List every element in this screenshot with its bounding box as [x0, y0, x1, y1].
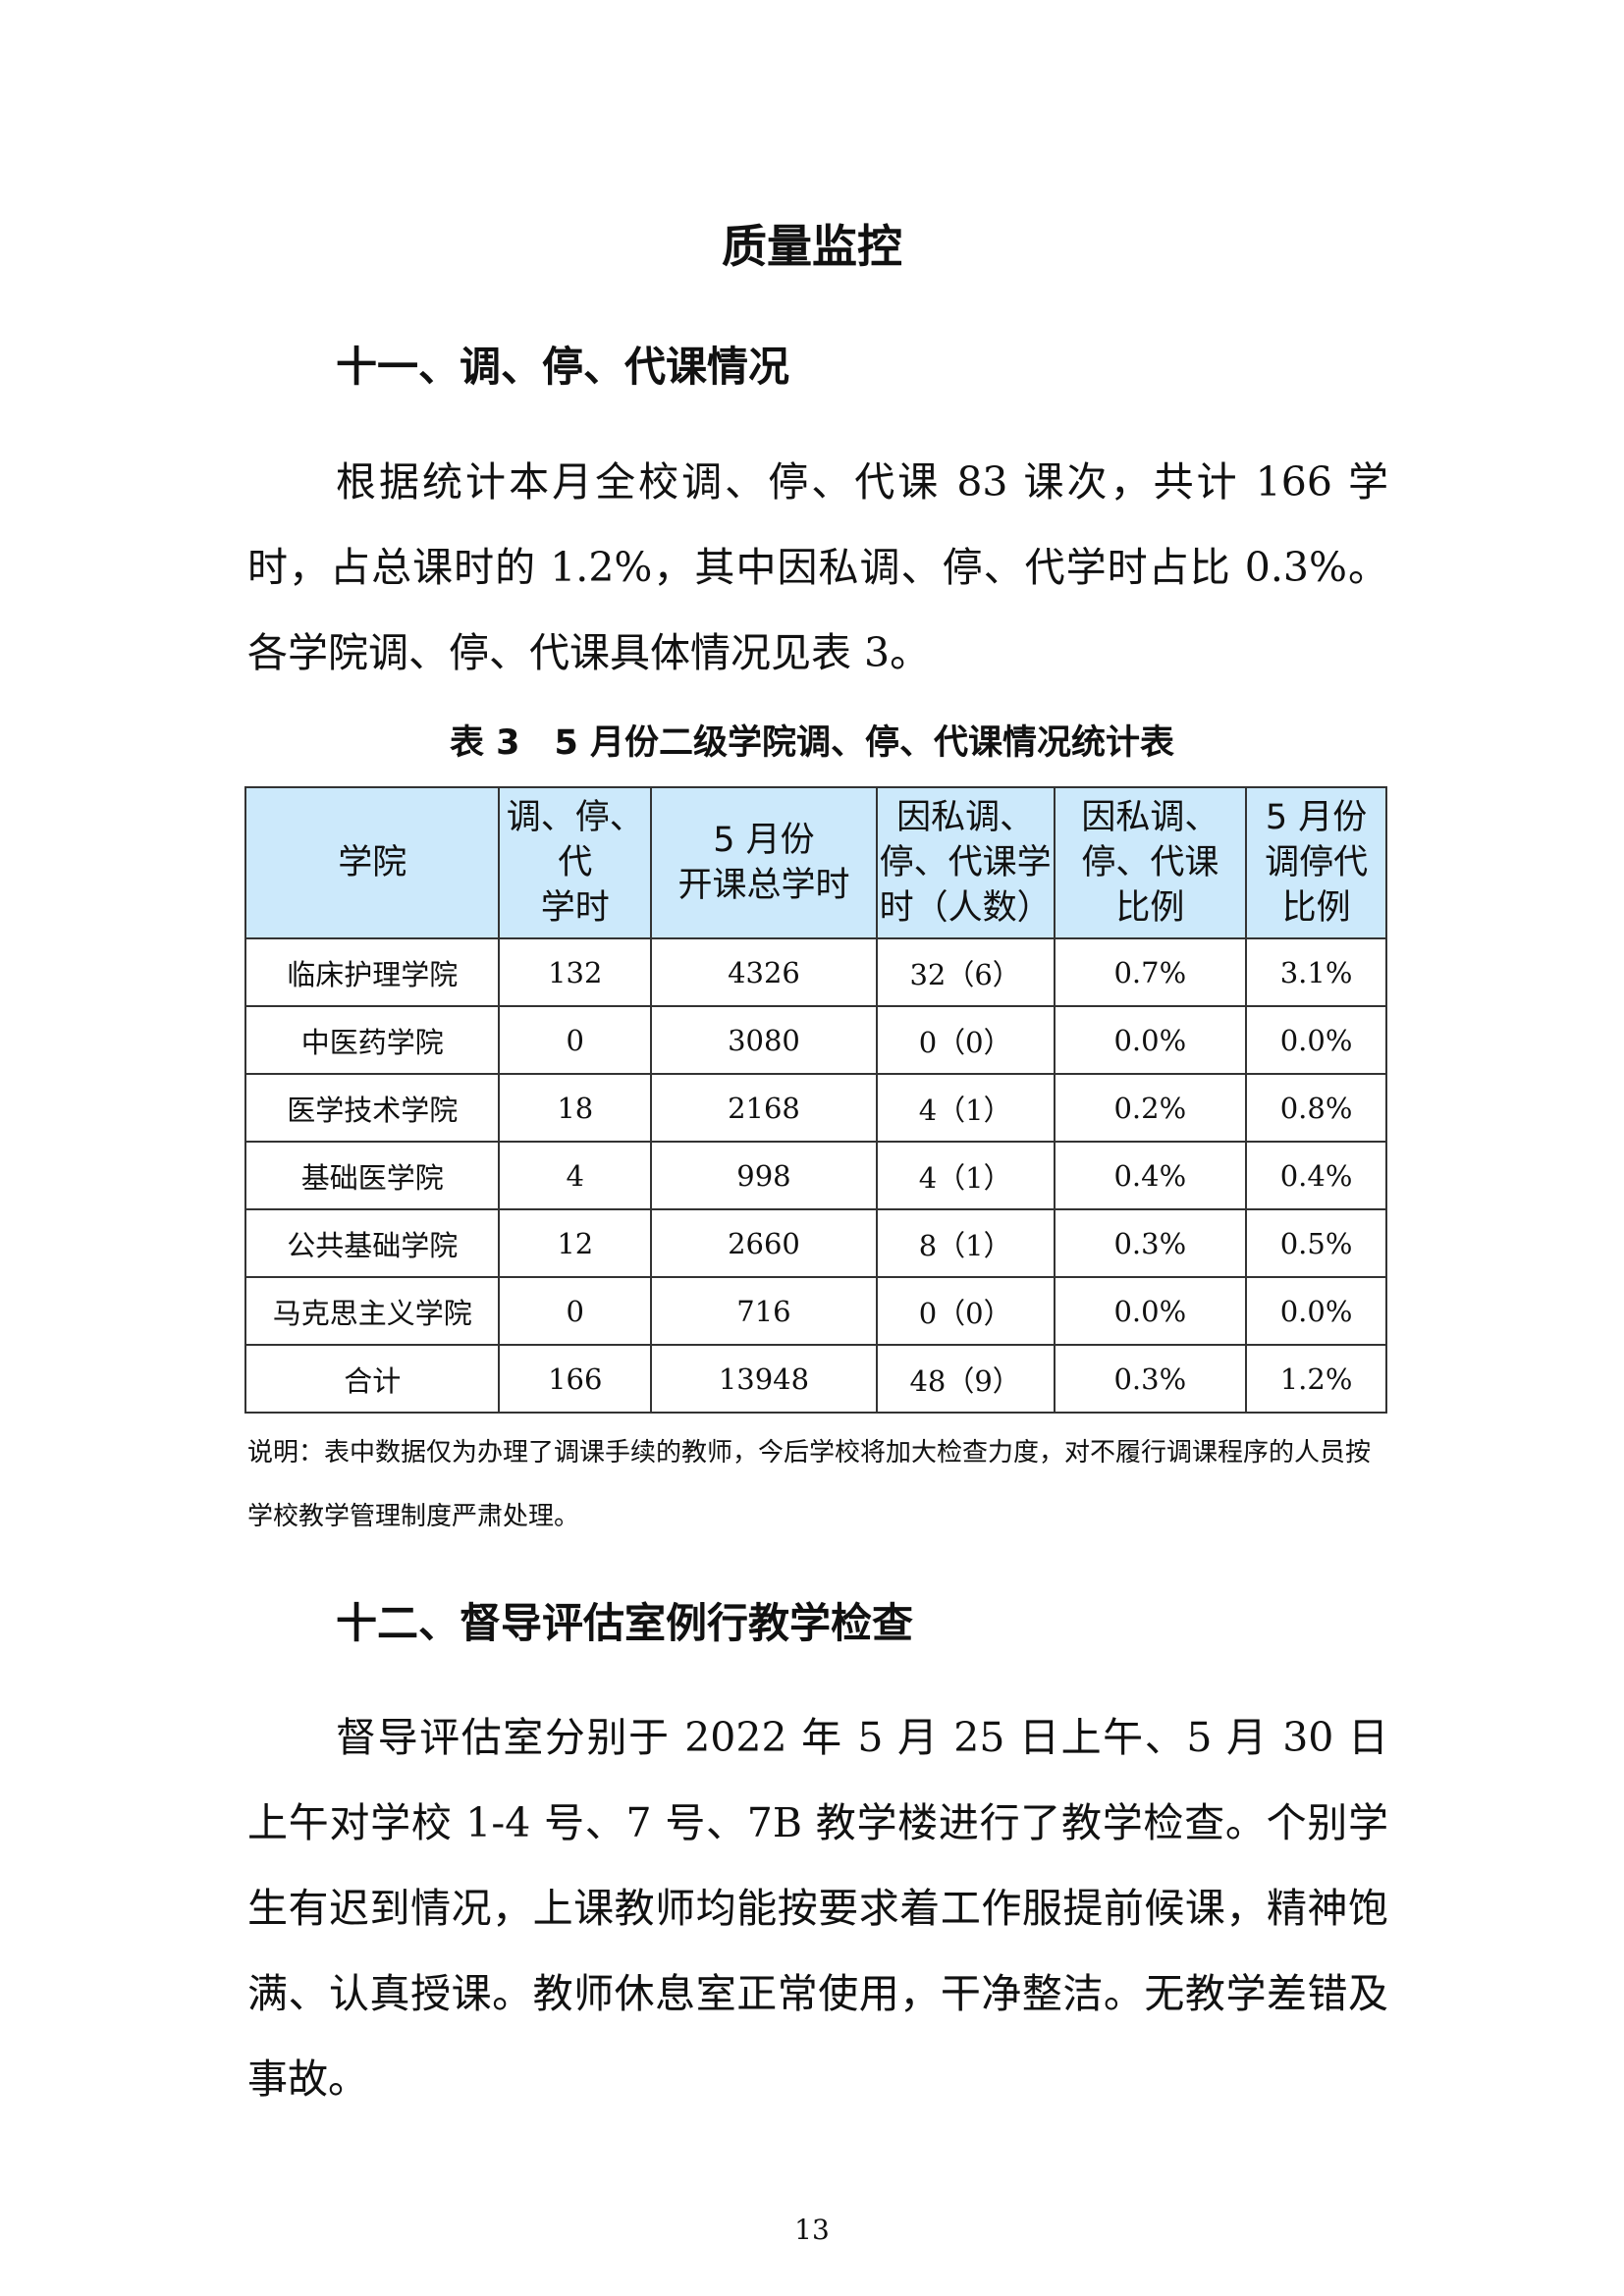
column-header: 5 月份 调停代 比例	[1245, 786, 1387, 939]
table-cell: 合计	[244, 1344, 501, 1414]
page-number: 13	[794, 2214, 830, 2246]
course-adjustment-table: 学院 调、停、 代 学时 5 月份 开课总学时 因私调、 停、代课学 时（人数） 因私调…	[244, 786, 1387, 1414]
table-cell: 0.3%	[1053, 1208, 1248, 1278]
table-cell: 4（1）	[875, 1141, 1056, 1210]
column-header: 5 月份 开课总学时	[650, 786, 878, 939]
table-row: 临床护理学院 132 4326 32（6） 0.7% 3.1%	[244, 937, 1387, 1007]
table-header-row: 学院 调、停、 代 学时 5 月份 开课总学时 因私调、 停、代课学 时（人数） 因私调…	[244, 786, 1387, 939]
table-cell: 998	[650, 1141, 878, 1210]
table-note: 说明：表中数据仅为办理了调课手续的教师，今后学校将加大检查力度，对不履行调课程序…	[247, 1438, 1372, 1531]
table-cell: 0（0）	[875, 1005, 1056, 1075]
table-row: 基础医学院 4 998 4（1） 0.4% 0.4%	[244, 1141, 1387, 1210]
section-12-paragraph: 督导评估室分别于 2022 年 5 月 25 日上午、5 月 30 日上午对学校…	[247, 1695, 1388, 2122]
table-cell: 0	[498, 1276, 653, 1346]
table-cell: 0（0）	[875, 1276, 1056, 1346]
table-cell: 0.4%	[1245, 1141, 1387, 1210]
column-header: 调、停、 代 学时	[498, 786, 653, 939]
table-row: 中医药学院 0 3080 0（0） 0.0% 0.0%	[244, 1005, 1387, 1075]
table-cell: 临床护理学院	[244, 937, 501, 1007]
table-cell: 0.4%	[1053, 1141, 1248, 1210]
table-cell: 4	[498, 1141, 653, 1210]
table-cell: 13948	[650, 1344, 878, 1414]
table-row: 医学技术学院 18 2168 4（1） 0.2% 0.8%	[244, 1073, 1387, 1143]
table-cell: 0.2%	[1053, 1073, 1248, 1143]
page-title: 质量监控	[722, 220, 902, 273]
section-11-paragraph: 根据统计本月全校调、停、代课 83 课次，共计 166 学时，占总课时的 1.2…	[247, 440, 1388, 696]
table-cell: 公共基础学院	[244, 1208, 501, 1278]
table-cell: 32（6）	[875, 937, 1056, 1007]
table-cell: 0.0%	[1053, 1276, 1248, 1346]
table-cell: 166	[498, 1344, 653, 1414]
column-header: 因私调、 停、代课学 时（人数）	[875, 786, 1056, 939]
table-cell: 4326	[650, 937, 878, 1007]
table-cell: 8（1）	[875, 1208, 1056, 1278]
table-row: 公共基础学院 12 2660 8（1） 0.3% 0.5%	[244, 1208, 1387, 1278]
table-cell: 0.7%	[1053, 937, 1248, 1007]
table-row: 合计 166 13948 48（9） 0.3% 1.2%	[244, 1344, 1387, 1414]
section-12-heading: 十二、督导评估室例行教学检查	[336, 1599, 914, 1647]
table-cell: 0.3%	[1053, 1344, 1248, 1414]
paragraph-text: 根据统计本月全校调、停、代课 83 课次，共计 166 学时，占总课时的 1.2…	[247, 458, 1388, 676]
table-cell: 12	[498, 1208, 653, 1278]
column-header: 学院	[244, 786, 501, 939]
table-cell: 4（1）	[875, 1073, 1056, 1143]
table-cell: 0.0%	[1245, 1276, 1387, 1346]
table-cell: 0	[498, 1005, 653, 1075]
table-cell: 18	[498, 1073, 653, 1143]
table-cell: 医学技术学院	[244, 1073, 501, 1143]
table-cell: 马克思主义学院	[244, 1276, 501, 1346]
table-cell: 0.5%	[1245, 1208, 1387, 1278]
table-cell: 2660	[650, 1208, 878, 1278]
table-cell: 716	[650, 1276, 878, 1346]
table-row: 马克思主义学院 0 716 0（0） 0.0% 0.0%	[244, 1276, 1387, 1346]
table-cell: 132	[498, 937, 653, 1007]
table-cell: 0.8%	[1245, 1073, 1387, 1143]
paragraph-text: 督导评估室分别于 2022 年 5 月 25 日上午、5 月 30 日上午对学校…	[247, 1714, 1388, 2103]
table-cell: 3.1%	[1245, 937, 1387, 1007]
table-cell: 1.2%	[1245, 1344, 1387, 1414]
section-11-heading: 十一、调、停、代课情况	[336, 343, 790, 391]
table-cell: 0.0%	[1053, 1005, 1248, 1075]
table-caption: 表 3 5 月份二级学院调、停、代课情况统计表	[449, 723, 1175, 763]
table-cell: 基础医学院	[244, 1141, 501, 1210]
table-cell: 中医药学院	[244, 1005, 501, 1075]
table-cell: 48（9）	[875, 1344, 1056, 1414]
table-cell: 2168	[650, 1073, 878, 1143]
column-header: 因私调、 停、代课 比例	[1053, 786, 1248, 939]
table-cell: 0.0%	[1245, 1005, 1387, 1075]
table-cell: 3080	[650, 1005, 878, 1075]
